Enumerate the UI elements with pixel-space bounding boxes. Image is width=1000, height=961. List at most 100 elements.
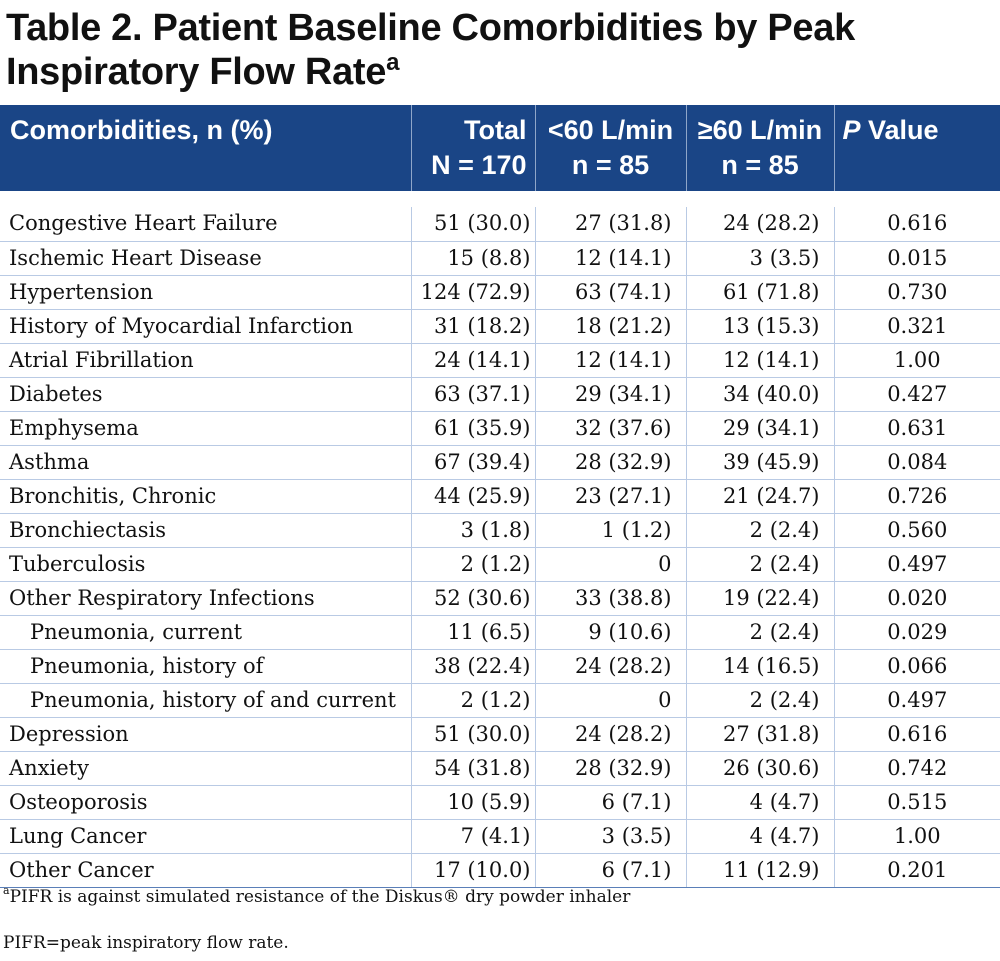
header-total: Total N = 170 (410, 105, 535, 191)
table-row: Other Cancer 17 (10.0) 6 (7.1) 11 (12.9) 0.2… (0, 853, 1000, 888)
header-high-pifr: ≥60 L/min n = 85 (685, 105, 834, 191)
p-value: 0.730 (833, 275, 1000, 310)
high-pifr-value: 11 (12.9) (685, 853, 834, 888)
table-row: Osteoporosis 10 (5.9) 6 (7.1) 4 (4.7) 0.515 (0, 785, 1000, 820)
low-pifr-value: 32 (37.6) (534, 411, 686, 446)
low-pifr-value: 0 (534, 547, 686, 582)
comorbidity-label: Bronchiectasis (0, 513, 411, 548)
header-p-value: P Value (833, 105, 1000, 191)
header-high-pifr-label: ≥60 L/min (697, 115, 823, 145)
total-value: 124 (72.9) (410, 275, 535, 310)
comorbidity-label: Depression (0, 717, 411, 752)
p-value: 0.515 (833, 785, 1000, 820)
table-row: Pneumonia, history of 38 (22.4) 24 (28.2) 1… (0, 649, 1000, 684)
low-pifr-value: 12 (14.1) (534, 343, 686, 378)
comorbidity-label: Hypertension (0, 275, 411, 310)
low-pifr-value: 63 (74.1) (534, 275, 686, 310)
high-pifr-value: 24 (28.2) (685, 207, 834, 242)
low-pifr-value: 6 (7.1) (534, 785, 686, 820)
comorbidity-label: Ischemic Heart Disease (0, 241, 411, 276)
total-value: 24 (14.1) (410, 343, 535, 378)
high-pifr-value: 29 (34.1) (685, 411, 834, 446)
table-row: Anxiety 54 (31.8) 28 (32.9) 26 (30.6) 0.742 (0, 751, 1000, 786)
p-value: 0.427 (833, 377, 1000, 412)
high-pifr-value: 19 (22.4) (685, 581, 834, 616)
comorbidity-label: Tuberculosis (0, 547, 411, 582)
table-row: Asthma 67 (39.4) 28 (32.9) 39 (45.9) 0.084 (0, 445, 1000, 480)
total-value: 11 (6.5) (410, 615, 535, 650)
low-pifr-value: 23 (27.1) (534, 479, 686, 514)
header-total-n: N = 170 (431, 150, 527, 180)
high-pifr-value: 2 (2.4) (685, 513, 834, 548)
low-pifr-value: 3 (3.5) (534, 819, 686, 854)
header-high-pifr-n: n = 85 (721, 150, 799, 180)
total-value: 54 (31.8) (410, 751, 535, 786)
comorbidity-label: Lung Cancer (0, 819, 411, 854)
total-value: 2 (1.2) (410, 547, 535, 582)
low-pifr-value: 1 (1.2) (534, 513, 686, 548)
p-value: 0.321 (833, 309, 1000, 344)
header-low-pifr-n: n = 85 (571, 150, 650, 180)
p-value: 0.631 (833, 411, 1000, 446)
total-value: 51 (30.0) (410, 717, 535, 752)
low-pifr-value: 12 (14.1) (534, 241, 686, 276)
low-pifr-value: 27 (31.8) (534, 207, 686, 242)
total-value: 44 (25.9) (410, 479, 535, 514)
header-row: Comorbidities, n (%) Total N = 170 <60 L… (0, 105, 1000, 191)
high-pifr-value: 13 (15.3) (685, 309, 834, 344)
total-value: 10 (5.9) (410, 785, 535, 820)
table-row: Pneumonia, current 11 (6.5) 9 (10.6) 2 (2.4… (0, 615, 1000, 650)
total-value: 2 (1.2) (410, 683, 535, 718)
footnote-a-marker: a (3, 884, 10, 897)
header-p-rest: Value (860, 115, 939, 145)
header-low-pifr: <60 L/min n = 85 (534, 105, 686, 191)
header-low-pifr-label: <60 L/min (547, 115, 674, 145)
low-pifr-value: 9 (10.6) (534, 615, 686, 650)
table-row: Lung Cancer 7 (4.1) 3 (3.5) 4 (4.7) 1.00 (0, 819, 1000, 854)
spacer-row (0, 191, 1000, 207)
p-value: 0.742 (833, 751, 1000, 786)
header-total-label: Total (464, 115, 527, 145)
high-pifr-value: 27 (31.8) (685, 717, 834, 752)
p-value: 0.029 (833, 615, 1000, 650)
low-pifr-value: 33 (38.8) (534, 581, 686, 616)
comorbidity-label: Other Respiratory Infections (0, 581, 411, 616)
comorbidity-label: Other Cancer (0, 853, 411, 888)
low-pifr-value: 18 (21.2) (534, 309, 686, 344)
comorbidity-label: Osteoporosis (0, 785, 411, 820)
p-value: 0.616 (833, 207, 1000, 242)
comorbidity-label: Pneumonia, history of (0, 649, 411, 684)
comorbidity-label: Diabetes (0, 377, 411, 412)
comorbidity-label: Atrial Fibrillation (0, 343, 411, 378)
high-pifr-value: 14 (16.5) (685, 649, 834, 684)
p-value: 1.00 (833, 819, 1000, 854)
comorbidity-label: Pneumonia, history of and current (0, 683, 411, 718)
low-pifr-value: 6 (7.1) (534, 853, 686, 888)
total-value: 61 (35.9) (410, 411, 535, 446)
footnote-abbreviation: PIFR=peak inspiratory flow rate. (3, 933, 289, 953)
p-value: 0.726 (833, 479, 1000, 514)
p-value: 0.616 (833, 717, 1000, 752)
low-pifr-value: 24 (28.2) (534, 717, 686, 752)
table-row: Atrial Fibrillation 24 (14.1) 12 (14.1) 12 … (0, 343, 1000, 378)
total-value: 3 (1.8) (410, 513, 535, 548)
p-value: 0.201 (833, 853, 1000, 888)
high-pifr-value: 12 (14.1) (685, 343, 834, 378)
table-row: Diabetes 63 (37.1) 29 (34.1) 34 (40.0) 0.427 (0, 377, 1000, 412)
table-row: Bronchitis, Chronic 44 (25.9) 23 (27.1) 21 … (0, 479, 1000, 514)
table-row: History of Myocardial Infarction 31 (18.2… (0, 309, 1000, 344)
high-pifr-value: 39 (45.9) (685, 445, 834, 480)
total-value: 38 (22.4) (410, 649, 535, 684)
comorbidity-label: Bronchitis, Chronic (0, 479, 411, 514)
comorbidity-label: Anxiety (0, 751, 411, 786)
p-value: 0.015 (833, 241, 1000, 276)
total-value: 31 (18.2) (410, 309, 535, 344)
title-line-2: Inspiratory Flow Rate (6, 51, 387, 93)
comorbidity-label: Emphysema (0, 411, 411, 446)
p-value: 0.066 (833, 649, 1000, 684)
comorbidity-label: History of Myocardial Infarction (0, 309, 411, 344)
high-pifr-value: 26 (30.6) (685, 751, 834, 786)
low-pifr-value: 28 (32.9) (534, 751, 686, 786)
table-row: Tuberculosis 2 (1.2) 0 2 (2.4) 0.497 (0, 547, 1000, 582)
p-value: 0.497 (833, 683, 1000, 718)
